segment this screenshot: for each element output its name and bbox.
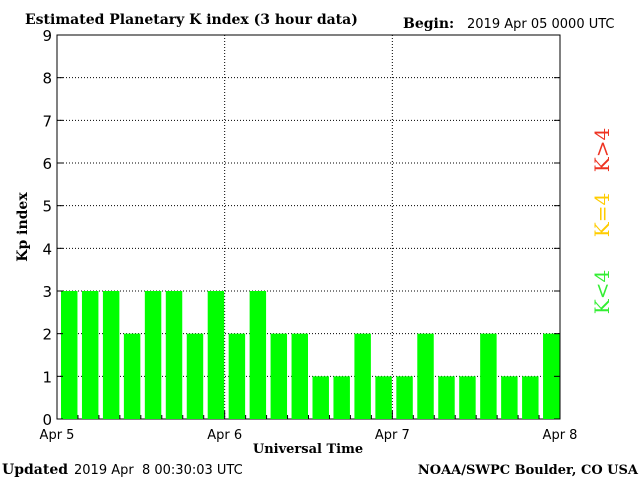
kp-bar: [312, 376, 329, 419]
kp-bar: [61, 291, 78, 419]
legend-k-below-4: K<4: [590, 270, 614, 314]
y-ticks: 0 1 2 3 4 5 6 7 8 9: [42, 27, 560, 429]
begin-label: Begin:: [403, 16, 454, 32]
source-credit: NOAA/SWPC Boulder, CO USA: [418, 463, 639, 478]
kp-bar: [501, 376, 518, 419]
kp-bar: [354, 333, 371, 419]
kp-bar: [81, 291, 99, 419]
kp-bar: [396, 376, 413, 419]
kp-bar: [522, 376, 539, 419]
x-tick-label: Apr 7: [375, 428, 410, 443]
y-axis-label: Kp index: [15, 192, 31, 262]
x-ticks: Apr 5 Apr 6 Apr 7 Apr 8: [40, 411, 578, 443]
y-tick-label: 4: [42, 240, 52, 258]
kp-bar: [291, 333, 308, 419]
kp-bar: [375, 376, 392, 419]
kp-bar: [102, 291, 120, 419]
y-tick-label: 7: [42, 112, 52, 130]
updated-label: Updated: [2, 462, 68, 478]
kp-bar: [144, 291, 162, 419]
legend-k-equal-4: K=4: [590, 193, 614, 237]
x-axis-label: Universal Time: [253, 442, 363, 457]
x-tick-label: Apr 6: [207, 428, 242, 443]
y-tick-label: 2: [42, 326, 52, 344]
updated-value: 2019 Apr 8 00:30:03 UTC: [74, 463, 243, 478]
kp-bar: [438, 376, 455, 419]
kp-bar: [186, 333, 204, 419]
y-tick-label: 8: [42, 70, 52, 88]
kp-bar: [165, 291, 183, 419]
y-tick-label: 9: [42, 27, 52, 45]
y-tick-label: 0: [42, 411, 52, 429]
plot-area: [56, 34, 561, 420]
kp-bar: [228, 333, 246, 419]
kp-bar: [123, 333, 141, 419]
kp-bar: [333, 376, 350, 419]
chart-title: Estimated Planetary K index (3 hour data…: [25, 12, 358, 28]
legend-k-above-4: K>4: [590, 128, 614, 172]
kp-bar: [270, 333, 288, 419]
kp-bar: [459, 376, 476, 419]
kp-bar: [249, 291, 267, 419]
y-tick-label: 6: [42, 155, 52, 173]
grid-lines: [57, 35, 560, 419]
y-tick-label: 1: [42, 368, 52, 386]
kp-bar: [543, 333, 560, 419]
bars-group: [61, 291, 560, 419]
begin-value: 2019 Apr 05 0000 UTC: [467, 17, 615, 32]
y-tick-label: 5: [42, 198, 52, 216]
kp-bar: [207, 291, 225, 419]
x-tick-label: Apr 8: [543, 428, 578, 443]
kp-bar: [417, 333, 434, 419]
x-tick-label: Apr 5: [40, 428, 75, 443]
y-tick-label: 3: [42, 283, 52, 301]
kp-bar: [480, 333, 497, 419]
